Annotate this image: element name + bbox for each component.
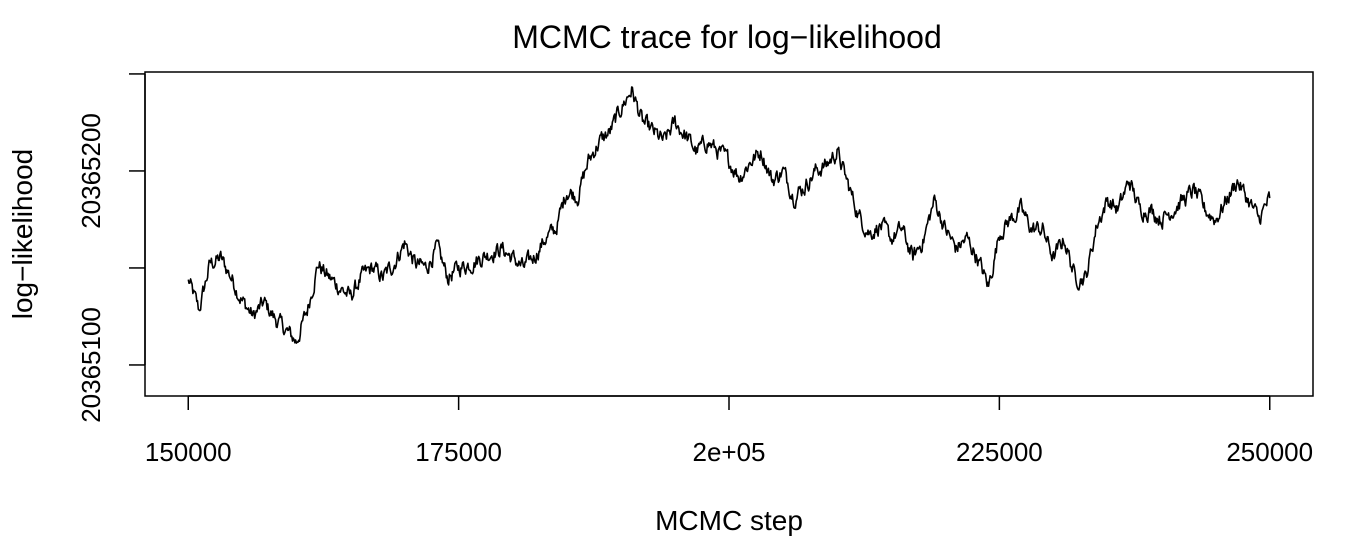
y-tick-label: 20365200	[76, 113, 106, 229]
series-trace-line	[187, 86, 1271, 344]
y-axis-label: log−likelihood	[7, 149, 38, 319]
x-axis: 150000 175000 2e+05 225000 250000	[145, 395, 1313, 467]
x-tick-label: 250000	[1226, 437, 1313, 467]
x-tick-label: 225000	[956, 437, 1043, 467]
x-tick-label: 150000	[145, 437, 232, 467]
y-tick-label: 20365100	[76, 307, 106, 423]
plot-frame	[144, 71, 1314, 397]
x-axis-label: MCMC step	[655, 505, 803, 536]
y-axis: 20365100 20365200	[76, 73, 146, 423]
x-tick-label: 2e+05	[692, 437, 765, 467]
x-tick-label: 175000	[415, 437, 502, 467]
chart-title: MCMC trace for log−likelihood	[512, 19, 942, 55]
